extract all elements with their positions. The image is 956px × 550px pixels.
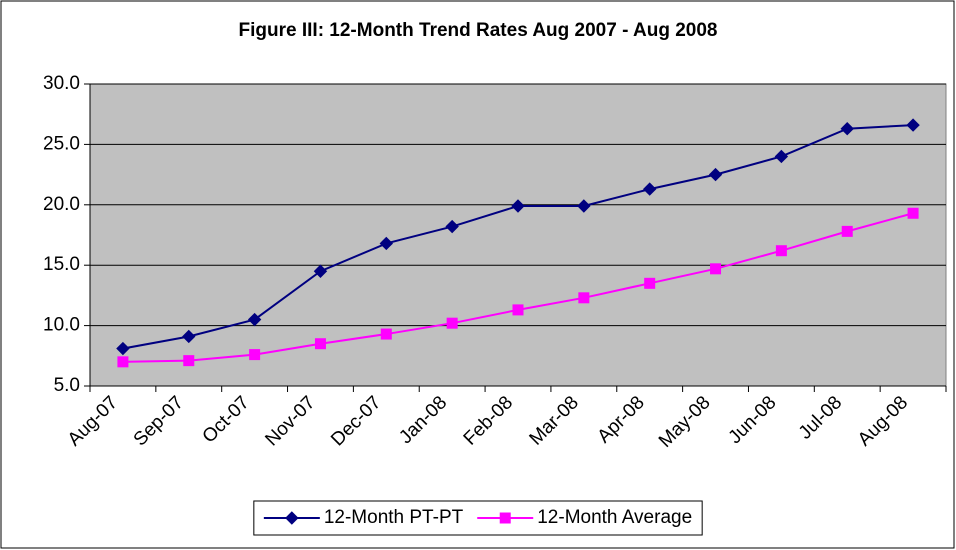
point-marker xyxy=(285,511,299,525)
y-tick-label: 20.0 xyxy=(43,194,80,215)
point-marker xyxy=(708,167,723,182)
point-marker xyxy=(840,121,854,136)
y-tick-label: 15.0 xyxy=(43,254,80,275)
point-marker xyxy=(577,199,591,213)
point-marker xyxy=(446,317,458,329)
point-marker xyxy=(512,304,524,316)
point-marker xyxy=(841,225,853,237)
point-marker xyxy=(116,341,130,356)
point-marker xyxy=(445,219,459,234)
y-tick-label: 5.0 xyxy=(54,375,80,396)
point-marker xyxy=(710,263,722,275)
point-marker xyxy=(775,245,787,257)
point-marker xyxy=(379,236,394,251)
point-marker xyxy=(907,207,919,219)
point-marker xyxy=(774,149,789,164)
point-marker xyxy=(642,182,657,196)
point-marker xyxy=(247,312,262,327)
point-marker xyxy=(906,118,920,132)
point-marker xyxy=(578,292,590,304)
legend-label: 12-Month PT-PT xyxy=(324,507,464,528)
point-marker xyxy=(183,355,195,367)
legend-item: 12-Month Average xyxy=(477,507,692,528)
legend-item: 12-Month PT-PT xyxy=(263,507,464,528)
y-tick-label: 25.0 xyxy=(43,133,80,154)
point-marker xyxy=(499,512,511,524)
plot-area xyxy=(89,83,947,387)
y-tick-label: 10.0 xyxy=(43,315,80,336)
point-marker xyxy=(644,277,656,289)
point-marker xyxy=(249,349,261,361)
point-marker xyxy=(117,356,129,368)
point-marker xyxy=(511,199,525,213)
point-marker xyxy=(380,328,392,340)
point-marker xyxy=(314,338,326,350)
point-marker xyxy=(313,264,328,278)
y-tick-label: 30.0 xyxy=(43,73,80,94)
point-marker xyxy=(182,329,196,344)
chart-title: Figure III: 12-Month Trend Rates Aug 200… xyxy=(239,20,718,41)
legend: 12-Month PT-PT 12-Month Average xyxy=(253,500,703,536)
legend-label: 12-Month Average xyxy=(537,507,692,528)
